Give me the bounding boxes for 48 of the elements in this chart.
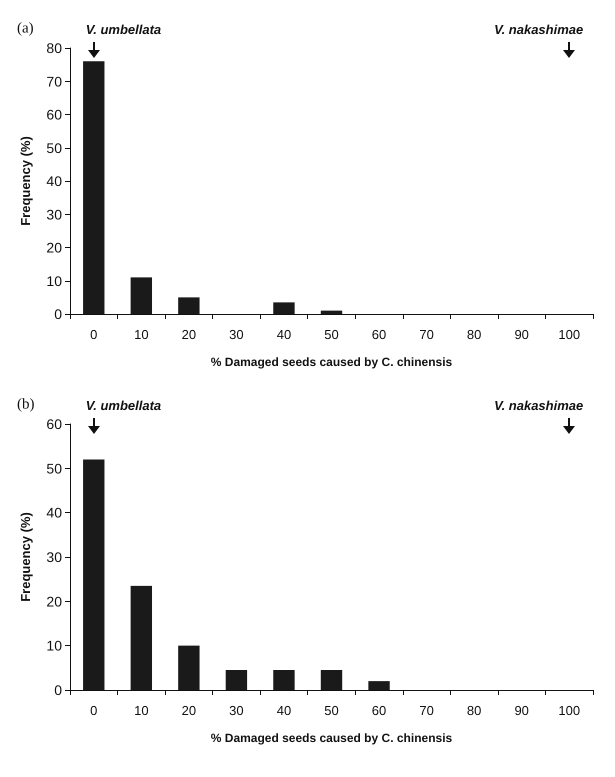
y-tick-label: 80 bbox=[46, 40, 62, 56]
x-tick-label: 70 bbox=[419, 703, 434, 718]
x-tick-label: 70 bbox=[419, 327, 434, 342]
y-tick-label: 20 bbox=[46, 240, 62, 256]
chart-title: (b) bbox=[17, 396, 34, 412]
x-tick-label: 100 bbox=[558, 703, 580, 718]
text: V. umbellata bbox=[86, 398, 162, 413]
x-tick-label: 0 bbox=[90, 327, 98, 342]
y-tick-label: 20 bbox=[46, 593, 62, 610]
x-tick-label: 60 bbox=[372, 703, 386, 718]
x-tick-label: 40 bbox=[276, 703, 292, 718]
text: V. nakashimae bbox=[494, 22, 584, 37]
text: V. umbellata bbox=[86, 22, 162, 37]
y-tick-label: 50 bbox=[46, 460, 62, 476]
x-tick-label: 80 bbox=[466, 703, 482, 718]
y-axis-title: Frequency (%) bbox=[18, 512, 33, 602]
y-tick-label: 50 bbox=[46, 140, 62, 156]
x-axis-title: % Damaged seeds caused by C. chinensis bbox=[210, 731, 453, 745]
x-tick-label: 90 bbox=[514, 327, 529, 342]
x-tick-label: 80 bbox=[466, 327, 482, 342]
y-axis-title: Frequency (%) bbox=[18, 136, 33, 226]
y-tick-label: 0 bbox=[54, 306, 62, 322]
x-tick-label: 50 bbox=[324, 703, 339, 718]
y-tick-label: 60 bbox=[46, 106, 62, 122]
y-tick-label: 40 bbox=[46, 504, 62, 521]
x-tick-label: 90 bbox=[514, 703, 529, 718]
x-tick-label: 100 bbox=[558, 327, 580, 342]
y-tick-label: 0 bbox=[54, 682, 62, 698]
y-tick-label: 60 bbox=[46, 416, 62, 432]
x-tick-label: 30 bbox=[229, 703, 244, 718]
x-tick-label: 0 bbox=[90, 703, 98, 718]
y-tick-label: 30 bbox=[46, 206, 62, 222]
x-tick-label: 10 bbox=[134, 327, 149, 342]
x-axis-title: % Damaged seeds caused by C. chinensis bbox=[210, 355, 453, 369]
x-tick-label: 60 bbox=[372, 327, 386, 342]
x-tick-label: 40 bbox=[276, 327, 292, 342]
y-tick-label: 40 bbox=[46, 173, 62, 189]
y-tick-label: 30 bbox=[46, 549, 62, 565]
y-tick-label: 10 bbox=[46, 638, 62, 654]
x-tick-label: 30 bbox=[229, 327, 244, 342]
x-tick-label: 10 bbox=[134, 703, 149, 718]
y-tick-label: 70 bbox=[46, 73, 62, 90]
x-tick-label: 50 bbox=[324, 327, 339, 342]
y-tick-label: 10 bbox=[46, 272, 62, 289]
text: V. nakashimae bbox=[494, 398, 584, 413]
x-tick-label: 20 bbox=[182, 703, 196, 718]
x-tick-label: 20 bbox=[182, 327, 196, 342]
chart-title: (a) bbox=[17, 20, 34, 36]
